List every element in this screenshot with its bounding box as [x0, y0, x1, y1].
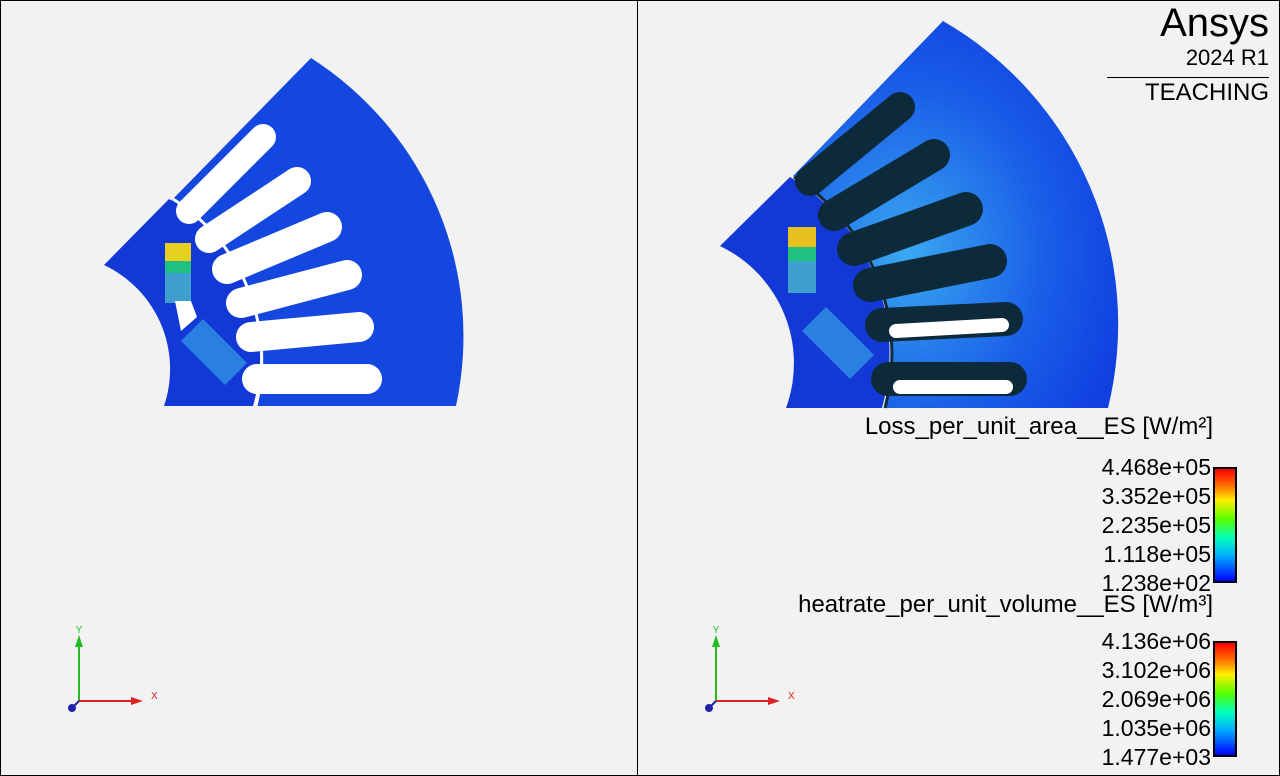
legend-value: 1.118e+05 — [1103, 541, 1211, 567]
motor-model-left[interactable] — [1, 1, 637, 776]
ansys-brand: Ansys 2024 R1 TEACHING — [1107, 1, 1269, 108]
stator-slots — [176, 124, 382, 394]
magnet-hotspot — [788, 227, 816, 247]
legend-value: 1.035e+06 — [1101, 715, 1211, 741]
brand-divider — [1107, 77, 1269, 78]
legend-value: 4.136e+06 — [1101, 628, 1211, 654]
legend-value: 3.102e+06 — [1101, 657, 1211, 683]
magnet-lower — [802, 307, 874, 379]
legend-value: 2.235e+05 — [1101, 512, 1211, 538]
colorbar-loss — [1213, 467, 1237, 583]
legend-title-heatrate: heatrate_per_unit_volume__ES [W/m³] — [798, 591, 1213, 618]
brand-version: 2024 R1 — [1185, 45, 1269, 70]
legend-values-loss: 4.468e+05 3.352e+05 2.235e+05 1.118e+05 … — [1102, 453, 1211, 598]
viewport-right[interactable]: Ansys 2024 R1 TEACHING Loss_per_unit_are… — [637, 0, 1280, 776]
rotor-pocket — [175, 301, 197, 331]
legend-title-loss: Loss_per_unit_area__ES [W/m²] — [864, 413, 1213, 440]
legend-value: 3.352e+05 — [1101, 483, 1211, 509]
brand-edition: TEACHING — [1144, 79, 1269, 106]
magnet-hotspot — [165, 243, 191, 261]
axis-triad-right: Y X — [705, 625, 795, 712]
brand-name: Ansys — [1160, 1, 1269, 45]
axis-triad-left: Y X — [68, 625, 158, 712]
svg-text:X: X — [788, 691, 795, 702]
viewport-left[interactable]: Y X — [0, 0, 637, 776]
svg-text:Y: Y — [713, 625, 720, 636]
svg-text:X: X — [151, 691, 158, 702]
magnet-lower — [181, 319, 247, 385]
colorbar-heatrate — [1213, 641, 1237, 757]
legend-value: 1.477e+03 — [1101, 744, 1211, 770]
legend-value: 1.238e+02 — [1101, 570, 1211, 596]
slot-windings — [889, 318, 1013, 394]
svg-text:Y: Y — [76, 625, 83, 636]
legend-values-heatrate: 4.136e+06 3.102e+06 2.069e+06 1.035e+06 … — [1102, 627, 1211, 772]
stator-slots — [795, 92, 1027, 396]
legend-value: 4.468e+05 — [1101, 454, 1211, 480]
legend-value: 2.069e+06 — [1101, 686, 1211, 712]
motor-model-right[interactable] — [638, 1, 1280, 776]
